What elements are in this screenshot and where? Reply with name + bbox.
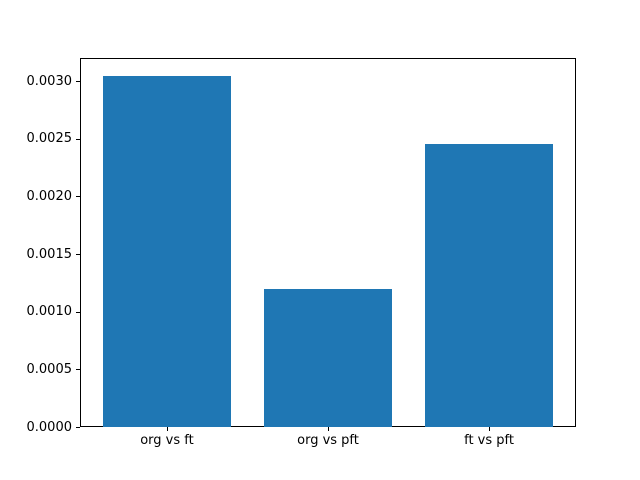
y-tick-mark	[76, 196, 80, 198]
x-tick-label: org vs ft	[140, 433, 194, 448]
bar-3	[424, 144, 554, 427]
x-tick-mark	[489, 427, 491, 431]
x-tick-label: org vs pft	[297, 433, 359, 448]
y-tick-label: 0.0005	[26, 361, 73, 377]
y-tick-label: 0.0020	[26, 188, 73, 204]
y-tick-mark	[76, 427, 80, 428]
y-tick-label: 0.0030	[26, 73, 73, 89]
y-tick-mark	[76, 254, 80, 256]
y-tick-label: 0.0025	[26, 131, 73, 147]
y-tick-label: 0.0000	[26, 419, 73, 435]
y-tick-mark	[76, 311, 80, 313]
y-tick-label: 0.0015	[26, 246, 73, 262]
y-tick-label: 0.0010	[26, 304, 73, 320]
x-tick-mark	[328, 427, 329, 431]
bar-2	[263, 288, 393, 427]
x-tick-label: ft vs pft	[464, 433, 514, 448]
y-tick-mark	[76, 369, 80, 371]
y-tick-mark	[76, 81, 80, 83]
y-tick-mark	[76, 138, 80, 140]
x-tick-mark	[166, 427, 168, 431]
bar-1	[102, 76, 232, 427]
